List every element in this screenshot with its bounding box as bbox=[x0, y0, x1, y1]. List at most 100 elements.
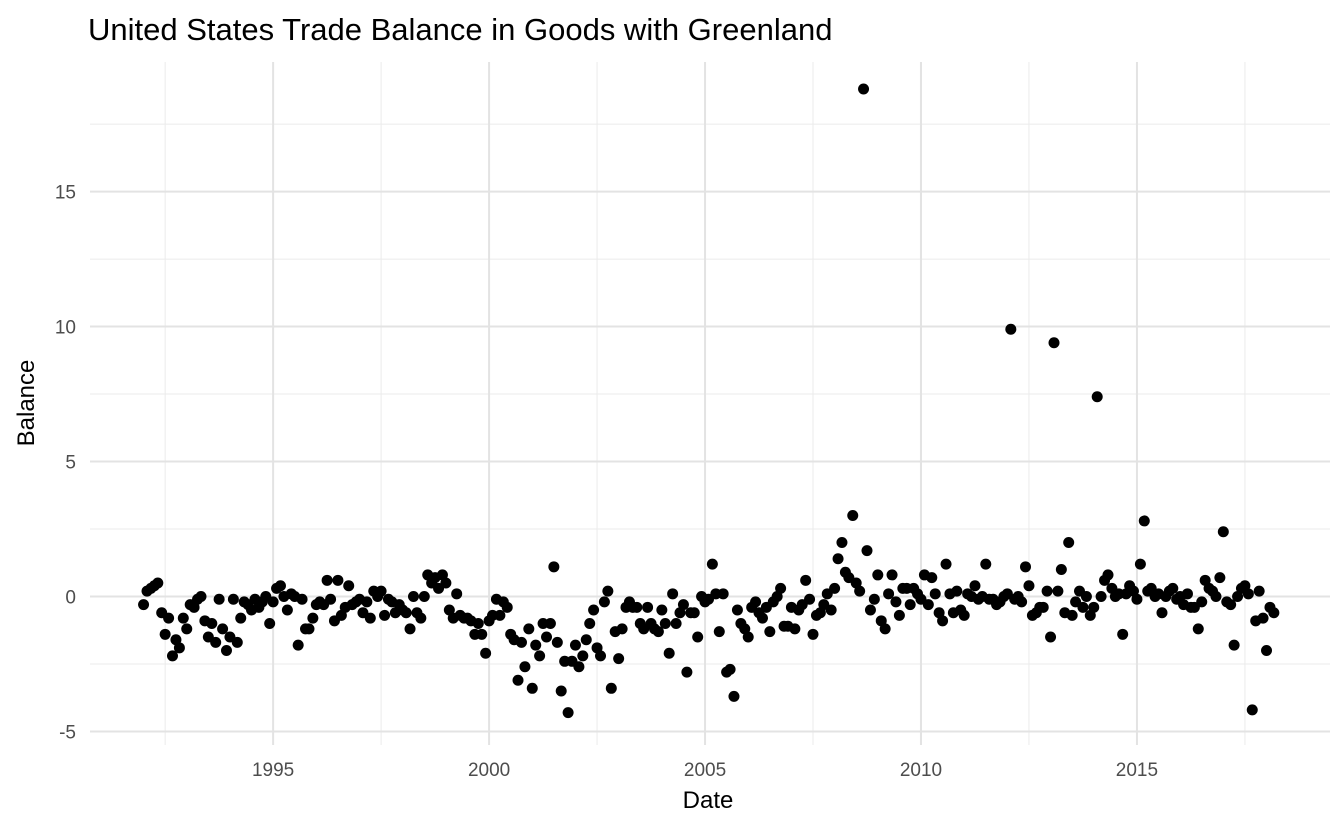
y-tick-label: -5 bbox=[59, 723, 76, 744]
point bbox=[706, 558, 718, 570]
point bbox=[595, 650, 607, 662]
point bbox=[836, 537, 848, 549]
x-tick-label: 2010 bbox=[900, 760, 942, 781]
point bbox=[667, 588, 679, 600]
point bbox=[713, 626, 725, 638]
point bbox=[476, 628, 488, 640]
point bbox=[375, 585, 387, 597]
point bbox=[1134, 558, 1146, 570]
point bbox=[534, 650, 546, 662]
point bbox=[605, 682, 617, 694]
point bbox=[1020, 561, 1032, 573]
point bbox=[1138, 515, 1150, 527]
point bbox=[1167, 582, 1179, 594]
point bbox=[677, 599, 689, 611]
point bbox=[163, 612, 175, 624]
point bbox=[235, 612, 247, 624]
point bbox=[480, 647, 492, 659]
point bbox=[472, 618, 484, 630]
point bbox=[922, 599, 934, 611]
x-tick-label: 2015 bbox=[1116, 760, 1158, 781]
point bbox=[1048, 337, 1060, 349]
point bbox=[404, 623, 416, 635]
point bbox=[980, 558, 992, 570]
point bbox=[940, 558, 952, 570]
point bbox=[1045, 631, 1057, 643]
point bbox=[864, 604, 876, 616]
point bbox=[1005, 323, 1017, 335]
point bbox=[264, 618, 276, 630]
point bbox=[343, 580, 355, 592]
point bbox=[775, 582, 787, 594]
point bbox=[756, 612, 768, 624]
point bbox=[152, 577, 164, 589]
point bbox=[1253, 585, 1265, 597]
point bbox=[1242, 588, 1254, 600]
point bbox=[440, 577, 452, 589]
point bbox=[1023, 580, 1035, 592]
point bbox=[1268, 607, 1280, 619]
y-axis-title: Balance bbox=[13, 360, 40, 447]
point bbox=[1228, 639, 1240, 651]
point bbox=[854, 585, 866, 597]
point bbox=[159, 628, 171, 640]
point bbox=[951, 585, 963, 597]
point bbox=[296, 593, 308, 605]
point bbox=[332, 574, 344, 586]
x-tick-label: 2005 bbox=[684, 760, 726, 781]
point bbox=[807, 628, 819, 640]
point bbox=[573, 661, 585, 673]
point bbox=[577, 650, 589, 662]
point bbox=[789, 623, 801, 635]
point bbox=[569, 639, 581, 651]
point bbox=[1091, 391, 1103, 403]
point bbox=[361, 596, 373, 608]
point bbox=[1052, 585, 1064, 597]
point bbox=[530, 639, 542, 651]
point bbox=[181, 623, 193, 635]
x-tick-label: 1995 bbox=[252, 760, 294, 781]
point bbox=[325, 593, 337, 605]
point bbox=[969, 580, 981, 592]
point bbox=[631, 601, 643, 613]
point bbox=[400, 607, 412, 619]
y-tick-label: 15 bbox=[55, 183, 76, 204]
x-tick-label: 2000 bbox=[468, 760, 510, 781]
point bbox=[1037, 601, 1049, 613]
point bbox=[562, 707, 574, 719]
grid bbox=[90, 62, 1330, 745]
point bbox=[670, 618, 682, 630]
point bbox=[1225, 599, 1237, 611]
point bbox=[231, 636, 243, 648]
point bbox=[1077, 601, 1089, 613]
point bbox=[663, 647, 675, 659]
point bbox=[958, 609, 970, 621]
y-tick-label: 0 bbox=[65, 588, 76, 609]
point bbox=[541, 631, 553, 643]
point bbox=[1102, 569, 1114, 581]
point bbox=[206, 618, 218, 630]
point bbox=[512, 674, 524, 686]
point bbox=[1214, 572, 1226, 584]
point bbox=[1016, 596, 1028, 608]
point bbox=[548, 561, 560, 573]
point bbox=[728, 690, 740, 702]
point bbox=[688, 607, 700, 619]
point bbox=[1217, 526, 1229, 538]
point bbox=[588, 604, 600, 616]
point bbox=[1131, 593, 1143, 605]
point bbox=[364, 612, 376, 624]
point bbox=[526, 682, 538, 694]
point bbox=[872, 569, 884, 581]
chart-title: United States Trade Balance in Goods wit… bbox=[88, 12, 832, 47]
point bbox=[307, 612, 319, 624]
point bbox=[937, 615, 949, 627]
point bbox=[652, 626, 664, 638]
y-tick-label: 10 bbox=[55, 318, 76, 339]
point bbox=[656, 604, 668, 616]
point bbox=[515, 636, 527, 648]
point bbox=[303, 623, 315, 635]
point bbox=[1196, 596, 1208, 608]
point bbox=[1080, 591, 1092, 603]
